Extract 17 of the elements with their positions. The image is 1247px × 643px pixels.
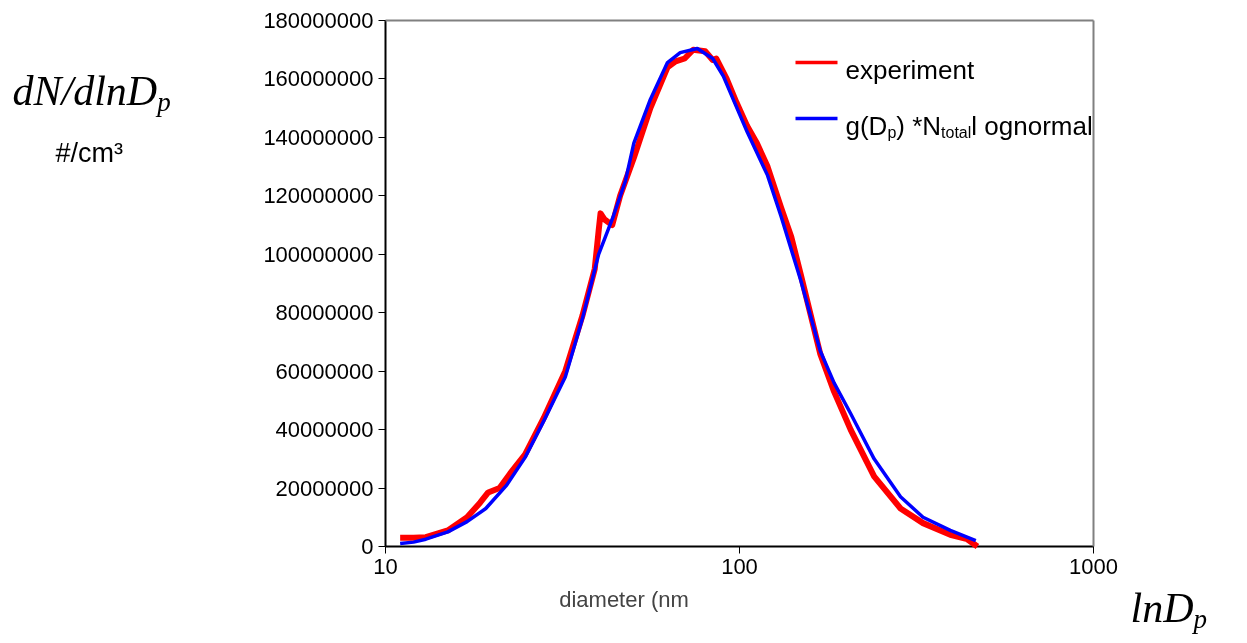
- y-tick-label: 60000000: [275, 358, 374, 384]
- y-tick-label: 120000000: [263, 183, 374, 209]
- y-tick-label: 80000000: [275, 300, 374, 326]
- y-tick-label: 20000000: [275, 475, 374, 501]
- x-tick-label: 10: [373, 553, 398, 579]
- legend-label: g(Dp) *Ntotall ognormal: [845, 110, 1093, 141]
- x-axis-title: diameter (nm: [559, 586, 689, 612]
- x-tick-label: 1000: [1069, 553, 1118, 579]
- y-tick-label: 100000000: [263, 241, 374, 267]
- y-tick-label: 140000000: [263, 124, 374, 150]
- legend-label: experiment: [845, 54, 975, 85]
- x-tick-label: 100: [721, 553, 758, 579]
- y-tick-label: 160000000: [263, 66, 374, 92]
- y-tick-label: 40000000: [275, 417, 374, 443]
- y-tick-label: 0: [361, 534, 374, 559]
- text: #/cm³: [55, 138, 124, 169]
- y-tick-label: 180000000: [263, 8, 374, 33]
